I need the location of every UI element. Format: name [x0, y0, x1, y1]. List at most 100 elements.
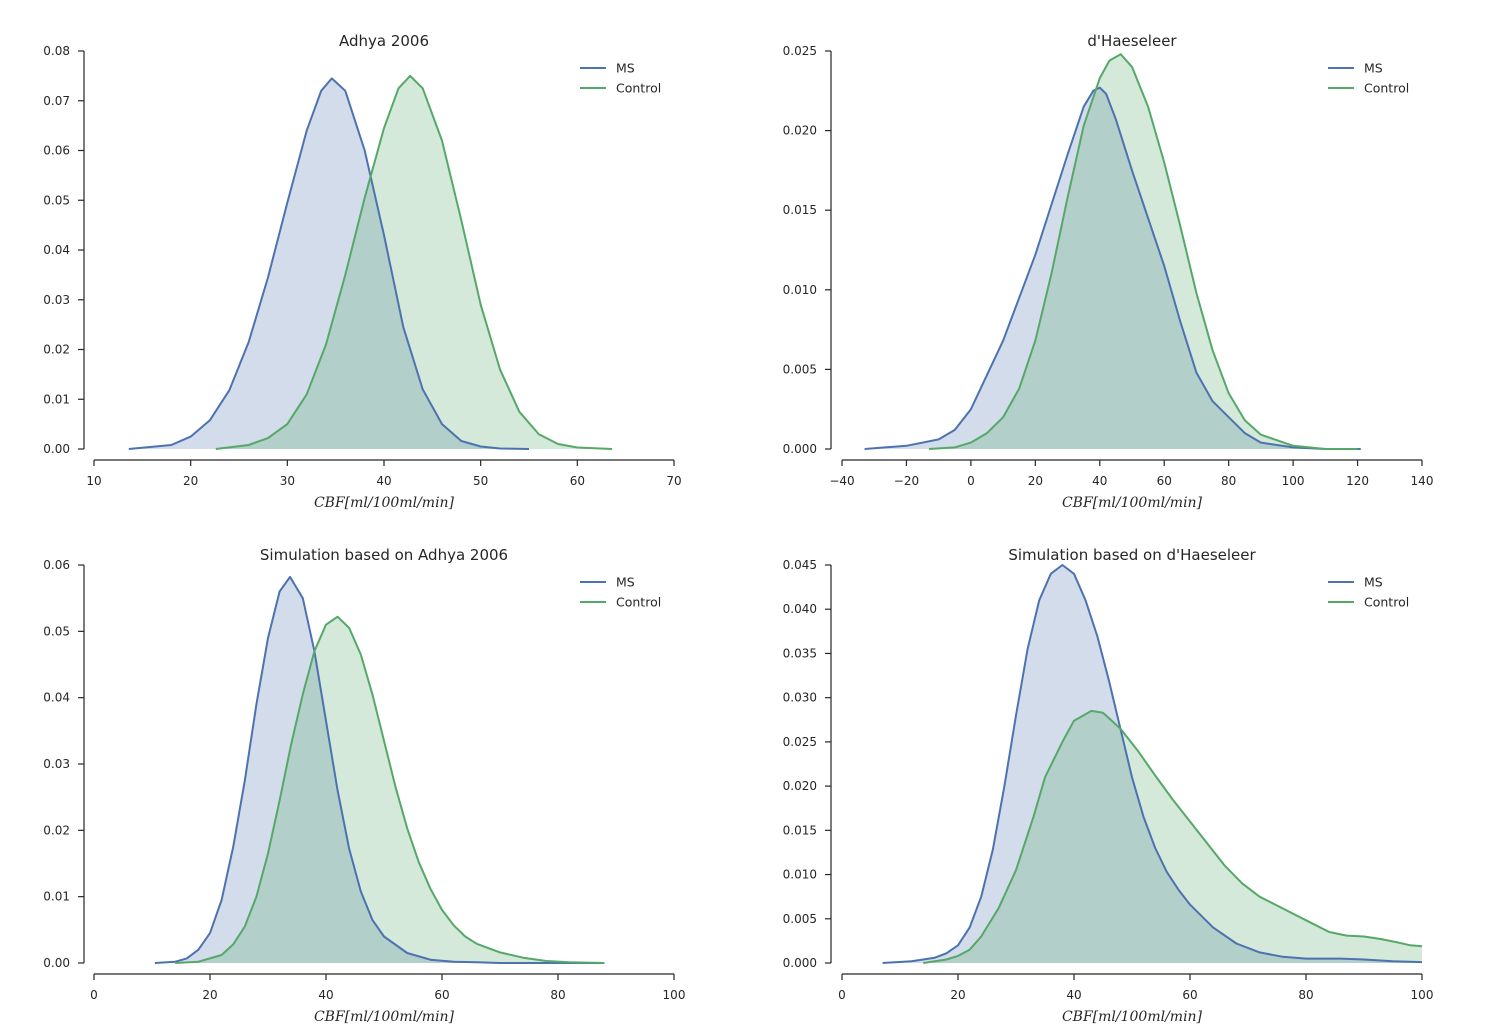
legend-label-control: Control: [616, 81, 661, 96]
y-tick-label: 0.06: [43, 558, 70, 572]
y-tick-label: 0.08: [43, 44, 70, 58]
x-tick-label: 20: [950, 988, 965, 1002]
x-tick-label: 20: [1028, 474, 1043, 488]
x-tick-label: 60: [1182, 988, 1197, 1002]
x-axis-label: CBF[ml/100ml/min]: [1062, 495, 1203, 511]
y-tick-label: 0.02: [43, 823, 70, 837]
density-line-ms: [128, 77, 530, 450]
density-line-control: [175, 615, 605, 964]
y-tick-label: 0.025: [783, 735, 817, 749]
x-axis-label: CBF[ml/100ml/min]: [314, 495, 455, 511]
x-axis-label: CBF[ml/100ml/min]: [314, 1009, 455, 1025]
y-tick-label: 0.03: [43, 293, 70, 307]
legend-label-ms: MS: [616, 575, 635, 590]
x-tick-label: −20: [894, 474, 919, 488]
y-tick-label: 0.020: [783, 779, 817, 793]
legend: MS Control: [580, 61, 661, 96]
chart-title: d'Haeseleer: [1087, 32, 1177, 50]
density-fill-control: [215, 75, 613, 450]
y-tick-label: 0.015: [783, 203, 817, 217]
x-tick-label: 0: [90, 988, 98, 1002]
density-line-ms: [882, 564, 1423, 964]
x-tick-label: 40: [1066, 988, 1081, 1002]
legend: MS Control: [1328, 575, 1409, 610]
x-tick-label: 70: [666, 474, 681, 488]
y-tick-label: 0.035: [783, 646, 817, 660]
density-fill-ms: [154, 576, 605, 963]
y-tick-label: 0.000: [783, 442, 817, 456]
density-fill-ms: [864, 87, 1361, 449]
y-tick-label: 0.010: [783, 868, 817, 882]
y-tick-label: 0.04: [43, 691, 70, 705]
x-tick-label: 60: [1157, 474, 1172, 488]
y-tick-label: 0.05: [43, 193, 70, 207]
y-tick-label: 0.01: [43, 392, 70, 406]
legend-label-control: Control: [1364, 81, 1409, 96]
y-tick-label: 0.00: [43, 956, 70, 970]
density-fill-ms: [128, 78, 530, 450]
chart-title: Simulation based on d'Haeseleer: [1008, 546, 1256, 564]
y-tick-label: 0.06: [43, 144, 70, 158]
y-tick-label: 0.030: [783, 691, 817, 705]
legend-label-control: Control: [616, 595, 661, 610]
y-tick-label: 0.03: [43, 757, 70, 771]
x-tick-label: 40: [1092, 474, 1107, 488]
x-tick-label: 120: [1346, 474, 1369, 488]
x-tick-label: 10: [86, 474, 101, 488]
legend-label-ms: MS: [1364, 575, 1383, 590]
x-tick-label: 30: [280, 474, 295, 488]
x-tick-label: 40: [376, 474, 391, 488]
density-line-ms: [864, 86, 1361, 450]
x-tick-label: 140: [1411, 474, 1434, 488]
x-tick-label: 40: [318, 988, 333, 1002]
legend: MS Control: [1328, 61, 1409, 96]
chart-panel-1: Adhya 2006 0.00 0.01 0.02 0.03 0.04 0.05 0.06 0.…: [43, 32, 681, 511]
chart-title: Simulation based on Adhya 2006: [260, 546, 508, 564]
x-tick-label: 50: [473, 474, 488, 488]
legend-label-control: Control: [1364, 595, 1409, 610]
y-tick-label: 0.025: [783, 44, 817, 58]
density-fill-control: [929, 54, 1358, 449]
x-tick-label: 80: [1221, 474, 1236, 488]
x-tick-label: 0: [967, 474, 975, 488]
y-tick-label: 0.015: [783, 823, 817, 837]
chart-panel-3: Simulation based on Adhya 2006 0.00 0.01 0.…: [43, 546, 685, 1025]
x-tick-label: 100: [663, 988, 686, 1002]
x-tick-label: 60: [434, 988, 449, 1002]
legend: MS Control: [580, 575, 661, 610]
y-tick-label: 0.05: [43, 624, 70, 638]
chart-panel-2: d'Haeseleer 0.000 0.005 0.010 0.015 0.020 0.02…: [783, 32, 1434, 511]
y-tick-label: 0.005: [783, 362, 817, 376]
x-tick-label: 100: [1282, 474, 1305, 488]
x-tick-label: 60: [570, 474, 585, 488]
x-tick-label: 80: [1298, 988, 1313, 1002]
y-tick-label: 0.005: [783, 912, 817, 926]
density-fill-control: [175, 616, 605, 963]
legend-label-ms: MS: [616, 61, 635, 76]
y-tick-label: 0.020: [783, 124, 817, 138]
y-tick-label: 0.04: [43, 243, 70, 257]
density-line-control: [928, 53, 1358, 450]
y-tick-label: 0.045: [783, 558, 817, 572]
x-tick-label: 80: [550, 988, 565, 1002]
x-tick-label: 20: [183, 474, 198, 488]
y-tick-label: 0.040: [783, 602, 817, 616]
x-tick-label: 0: [838, 988, 846, 1002]
y-tick-label: 0.07: [43, 94, 70, 108]
x-tick-label: 100: [1411, 988, 1434, 1002]
y-tick-label: 0.00: [43, 442, 70, 456]
chart-panel-4: Simulation based on d'Haeseleer 0.000 0.00…: [783, 546, 1434, 1025]
density-line-control: [215, 74, 613, 450]
y-tick-label: 0.01: [43, 890, 70, 904]
legend-label-ms: MS: [1364, 61, 1383, 76]
y-tick-label: 0.000: [783, 956, 817, 970]
x-tick-label: −40: [829, 474, 854, 488]
y-tick-label: 0.02: [43, 343, 70, 357]
y-tick-label: 0.010: [783, 283, 817, 297]
x-axis-label: CBF[ml/100ml/min]: [1062, 1009, 1203, 1025]
x-tick-label: 20: [202, 988, 217, 1002]
density-line-control: [923, 709, 1423, 964]
chart-title: Adhya 2006: [339, 32, 429, 50]
density-fill-control: [923, 710, 1422, 963]
